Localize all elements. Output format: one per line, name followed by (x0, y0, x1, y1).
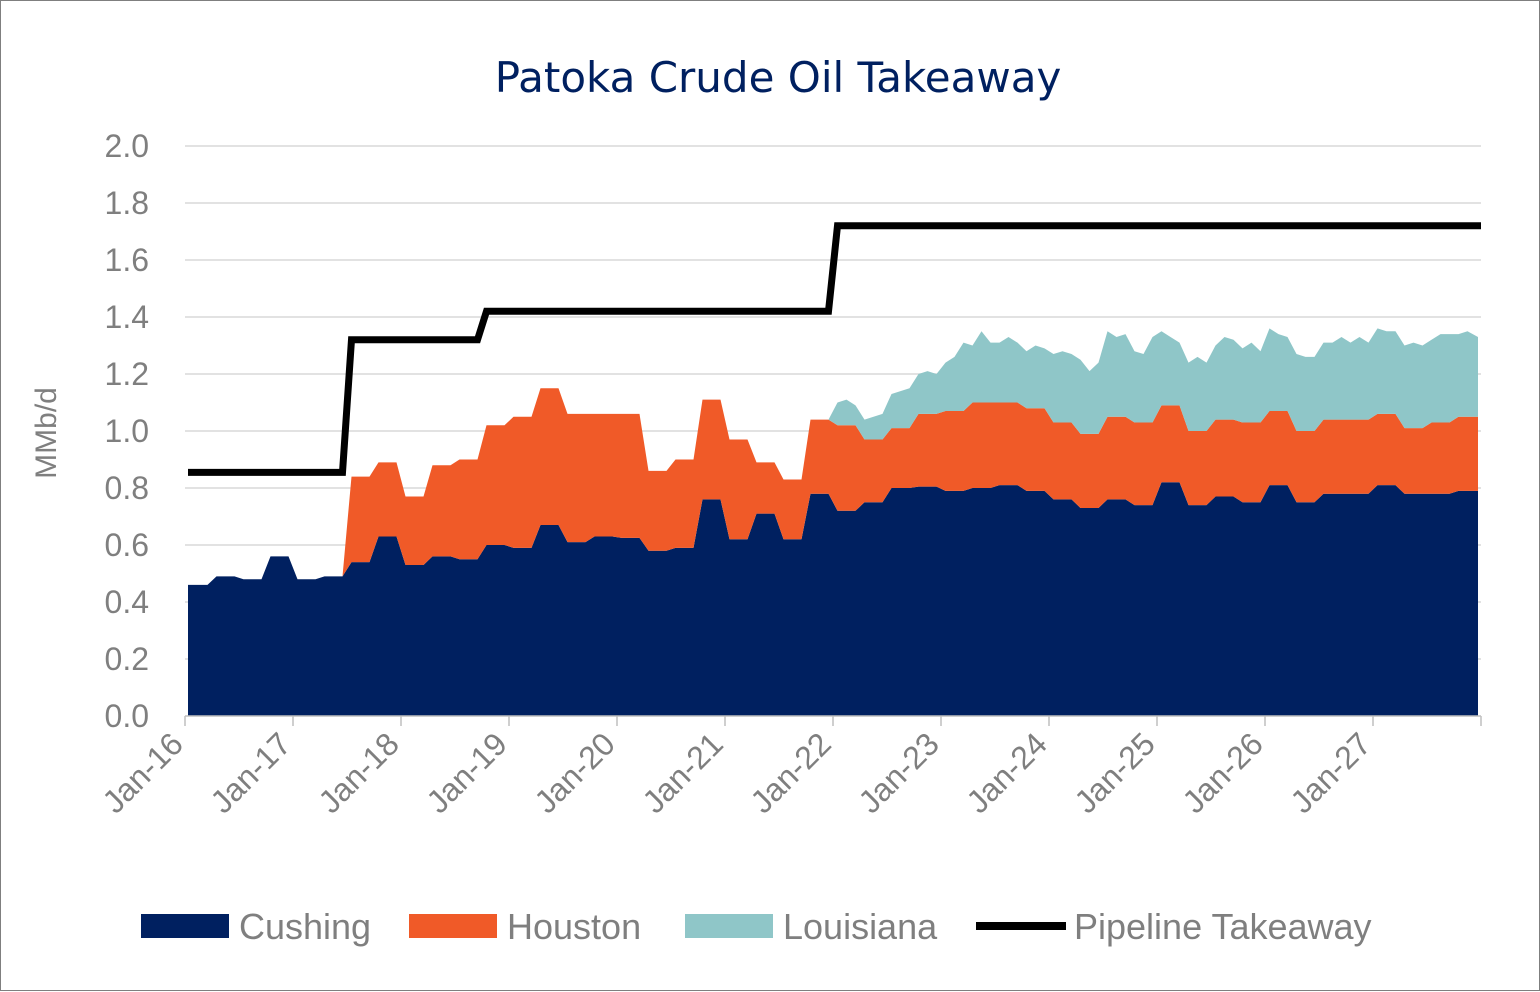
y-tick-label: 1.0 (105, 413, 149, 449)
x-tick-label: Jan-24 (959, 725, 1054, 820)
legend-label-houston: Houston (507, 906, 641, 947)
x-tick-labels: Jan-16 Jan-17 Jan-18 Jan-19 Jan-20 Jan-21 Jan-… (95, 725, 1378, 820)
x-tick-label: Jan-17 (203, 725, 298, 820)
x-tick-label: Jan-20 (527, 725, 622, 820)
axes (184, 715, 1482, 726)
x-tick-label: Jan-21 (635, 725, 730, 820)
x-tick-label: Jan-19 (419, 725, 514, 820)
x-tick-label: Jan-23 (851, 725, 946, 820)
area-louisiana (188, 328, 1478, 585)
area-series (188, 328, 1478, 716)
y-axis-title: MMb/d (30, 387, 63, 479)
y-tick-label: 1.6 (105, 242, 149, 278)
legend-label-louisiana: Louisiana (783, 906, 938, 947)
y-tick-label: 0.8 (105, 470, 149, 506)
x-tick-label: Jan-27 (1283, 725, 1378, 820)
x-tick-label: Jan-25 (1067, 725, 1162, 820)
line-series (188, 222, 1481, 476)
x-tick-label: Jan-26 (1175, 725, 1270, 820)
y-tick-label: 0.4 (105, 584, 149, 620)
x-tick-label: Jan-16 (95, 725, 190, 820)
x-tick-label: Jan-22 (743, 725, 838, 820)
chart-title: Patoka Crude Oil Takeaway (495, 53, 1062, 102)
y-tick-label: 0.0 (105, 698, 149, 734)
legend-swatch-houston (409, 914, 497, 938)
legend-label-cushing: Cushing (239, 906, 371, 947)
area-houston (188, 388, 1478, 585)
area-cushing (188, 482, 1478, 716)
x-tick-label: Jan-18 (311, 725, 406, 820)
legend-swatch-louisiana (685, 914, 773, 938)
y-tick-label: 0.6 (105, 527, 149, 563)
y-tick-label: 2.0 (105, 128, 149, 164)
legend-label-pipeline-takeaway: Pipeline Takeaway (1074, 906, 1372, 947)
line-pipeline-takeaway (188, 222, 1481, 476)
y-tick-labels: 0.0 0.2 0.4 0.6 0.8 1.0 1.2 1.4 1.6 1.8 2.0 (105, 128, 149, 734)
y-tick-label: 1.8 (105, 185, 149, 221)
y-tick-label: 0.2 (105, 641, 149, 677)
legend-swatch-cushing (141, 914, 229, 938)
legend: Cushing Houston Louisiana Pipeline Takeaway (141, 906, 1372, 947)
y-tick-label: 1.2 (105, 356, 149, 392)
y-tick-label: 1.4 (105, 299, 149, 335)
